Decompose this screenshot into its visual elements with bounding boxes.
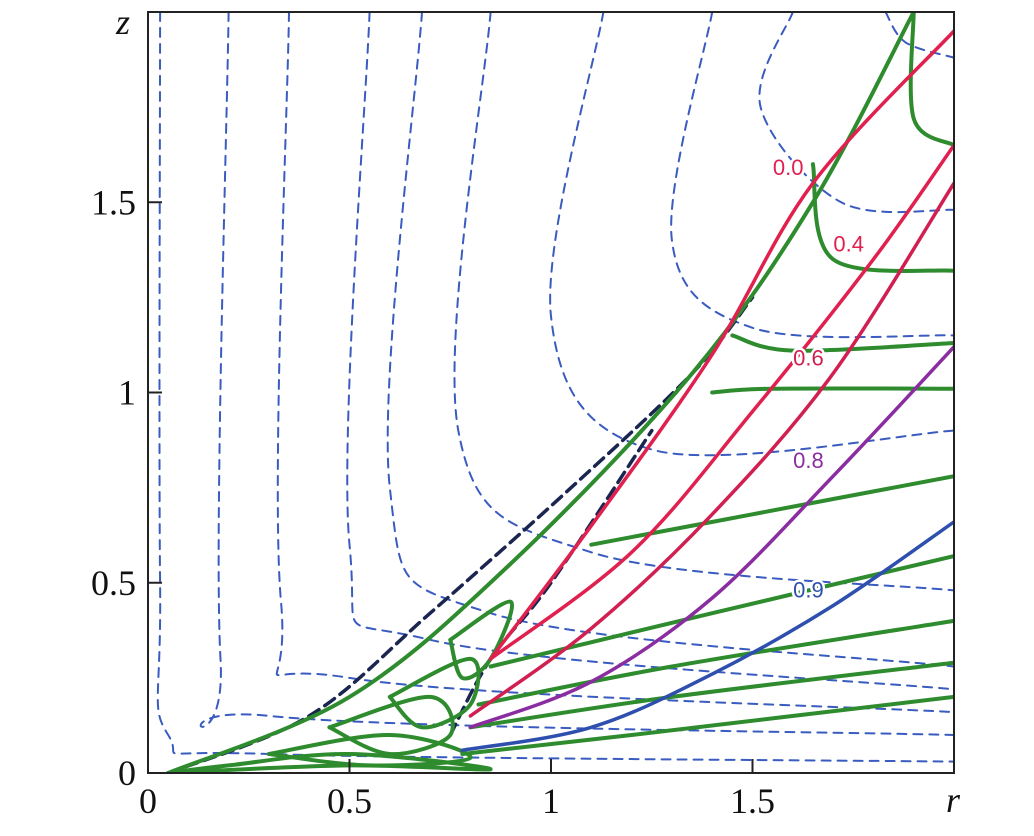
contour-0-8: [468, 345, 954, 730]
contour-label-0-8: 0.8: [793, 448, 824, 473]
dashed-contour-6: [549, 12, 954, 457]
dashed-contour-7: [670, 12, 954, 339]
contour-label-0-4: 0.4: [833, 231, 864, 256]
dashed-contour-8: [758, 12, 954, 214]
x-tick-label: 0: [139, 781, 157, 821]
green-curve-9: [166, 12, 916, 773]
y-tick-label: 1.5: [91, 182, 136, 222]
dashed-contour-2: [275, 12, 954, 714]
green-curve-0: [460, 694, 954, 756]
x-axis-label: r: [946, 780, 961, 820]
y-axis-label: z: [115, 2, 130, 42]
green-loop-2: [327, 694, 455, 757]
y-tick-label: 0.5: [91, 563, 136, 603]
green-loop-3: [387, 656, 481, 730]
boundary-curve-inner: [448, 428, 654, 737]
x-tick-label: 1.5: [730, 781, 775, 821]
dashed-contour-5: [453, 12, 954, 592]
green-curves: [166, 12, 954, 773]
dashed-contour-3: [346, 12, 954, 691]
x-tick-label: 1: [542, 781, 560, 821]
contour-0-0: [488, 29, 954, 661]
labeled-contours: 0.0 0.4 0.6 0.8 0.9: [460, 29, 954, 752]
green-loop-1: [266, 732, 473, 768]
green-curve-7: [810, 162, 954, 274]
x-tick-label: 0.5: [327, 781, 372, 821]
contour-0-9: [460, 520, 954, 752]
contour-label-0-0: 0.0: [773, 155, 804, 180]
green-curve-4: [589, 474, 954, 547]
contour-label-0-6: 0.6: [793, 346, 824, 371]
green-curve-1: [468, 660, 954, 730]
dashed-contour-0: [156, 12, 954, 763]
green-curve-2: [476, 618, 954, 707]
green-loop-0: [166, 751, 493, 773]
green-curve-5: [710, 386, 954, 395]
contour-0-4: [488, 143, 954, 661]
boundary-curve-outer: [166, 295, 755, 773]
dashed-contour-1: [199, 12, 954, 736]
green-curve-3: [488, 554, 954, 669]
boundary-curves: [166, 295, 755, 773]
green-curve-8: [908, 12, 954, 148]
y-tick-label: 0: [118, 753, 136, 793]
contour-0-6: [468, 181, 954, 718]
contour-label-0-9: 0.9: [793, 578, 824, 603]
y-tick-label: 1: [118, 373, 136, 413]
axis-ticks: 0 0.5 1 1.5 0 0.5 1 1.5: [91, 182, 775, 821]
dashed-contour-9: [884, 12, 954, 59]
